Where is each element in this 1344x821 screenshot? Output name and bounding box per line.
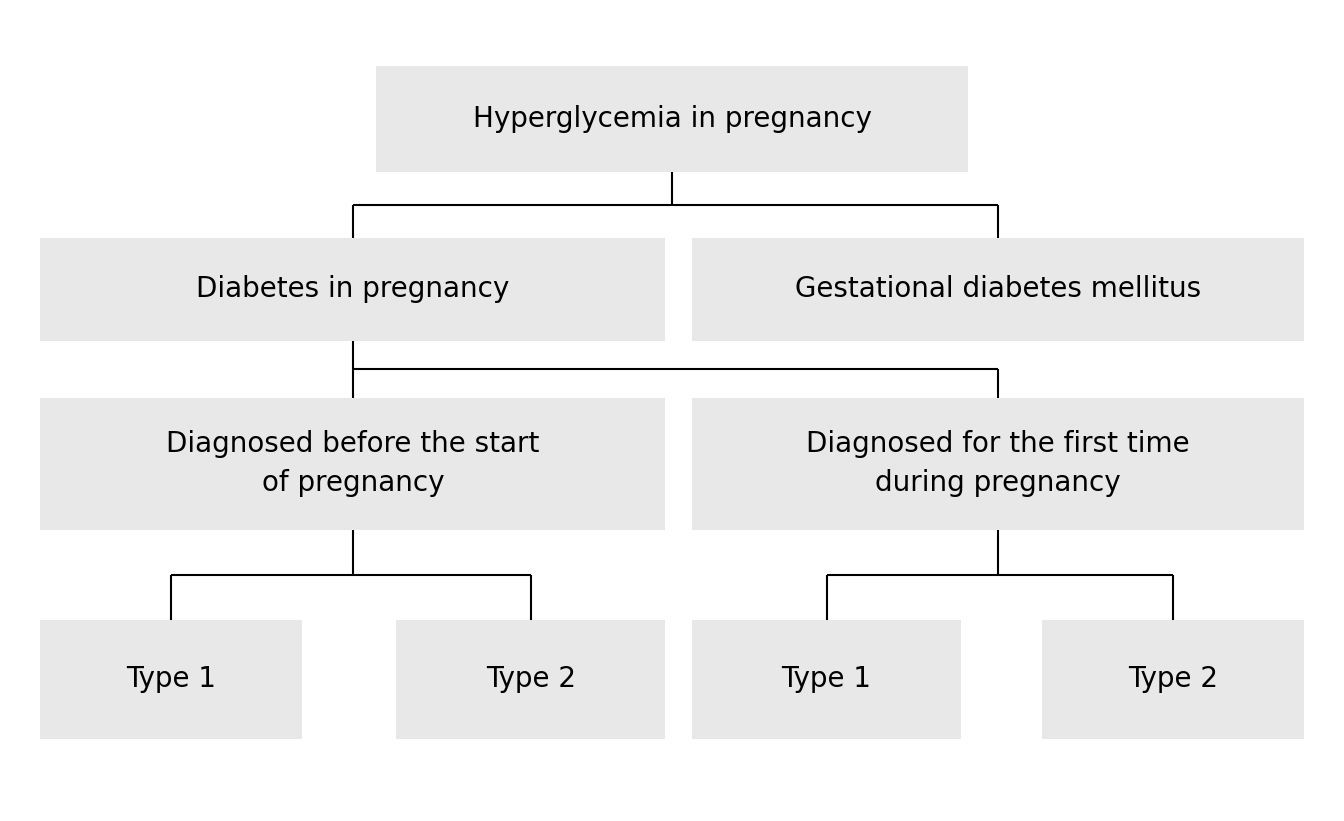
- Text: Diabetes in pregnancy: Diabetes in pregnancy: [196, 275, 509, 304]
- Text: Type 2: Type 2: [1128, 665, 1218, 694]
- FancyBboxPatch shape: [396, 620, 665, 739]
- FancyBboxPatch shape: [40, 620, 302, 739]
- Text: Type 1: Type 1: [126, 665, 216, 694]
- FancyBboxPatch shape: [1042, 620, 1304, 739]
- Text: Gestational diabetes mellitus: Gestational diabetes mellitus: [794, 275, 1202, 304]
- FancyBboxPatch shape: [376, 66, 968, 172]
- Text: Diagnosed before the start
of pregnancy: Diagnosed before the start of pregnancy: [167, 430, 539, 498]
- FancyBboxPatch shape: [40, 398, 665, 530]
- FancyBboxPatch shape: [692, 620, 961, 739]
- FancyBboxPatch shape: [692, 398, 1304, 530]
- Text: Type 1: Type 1: [782, 665, 871, 694]
- Text: Type 2: Type 2: [487, 665, 575, 694]
- Text: Hyperglycemia in pregnancy: Hyperglycemia in pregnancy: [473, 105, 871, 133]
- FancyBboxPatch shape: [40, 238, 665, 341]
- Text: Diagnosed for the first time
during pregnancy: Diagnosed for the first time during preg…: [806, 430, 1189, 498]
- FancyBboxPatch shape: [692, 238, 1304, 341]
